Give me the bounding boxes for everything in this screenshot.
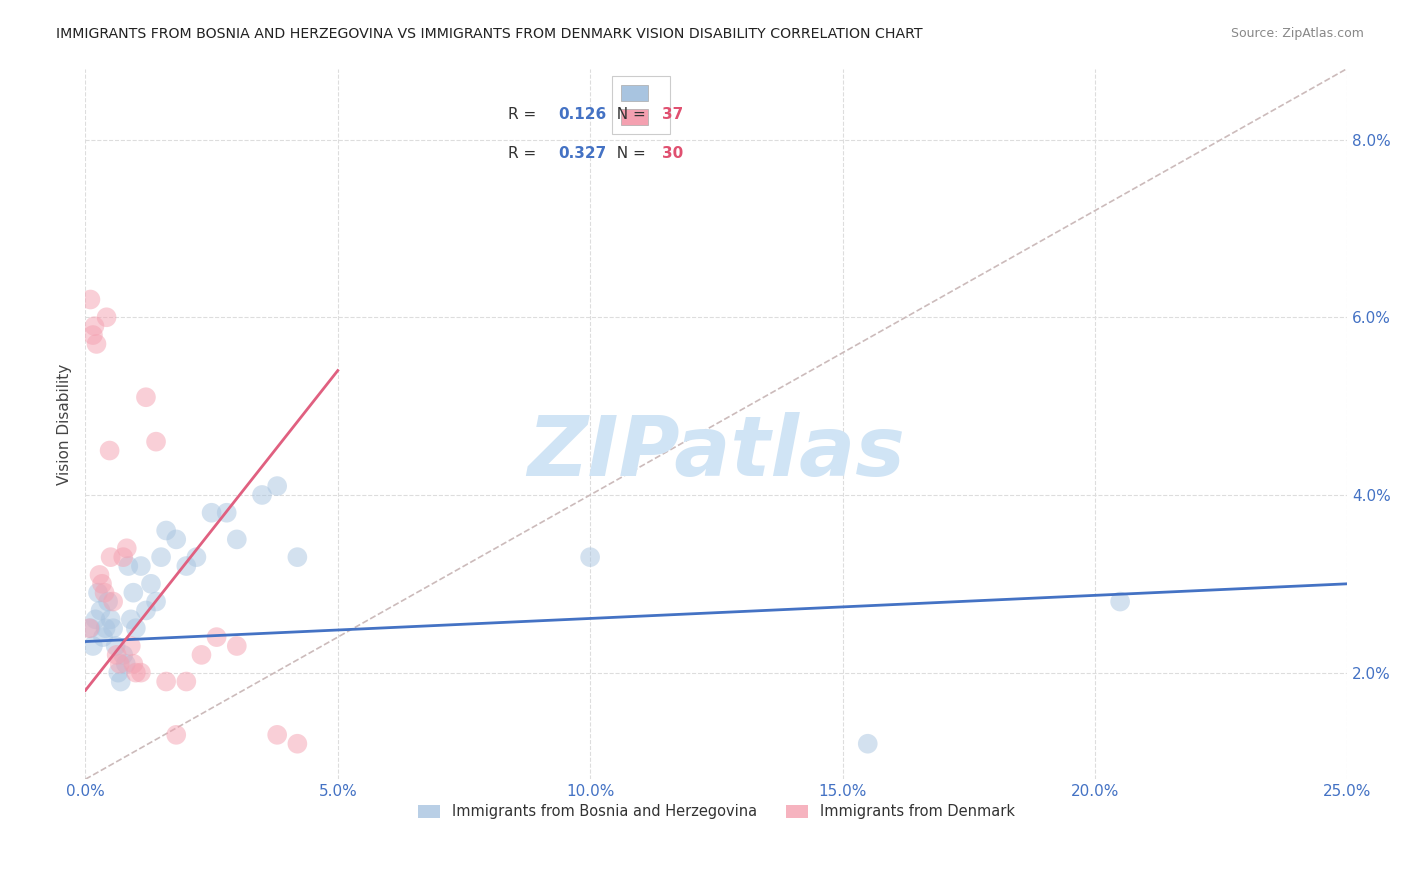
Point bbox=[112, 550, 135, 565]
Text: IMMIGRANTS FROM BOSNIA AND HERZEGOVINA VS IMMIGRANTS FROM DENMARK VISION DISABIL: IMMIGRANTS FROM BOSNIA AND HERZEGOVINA V… bbox=[56, 27, 922, 41]
Point bbox=[94, 621, 117, 635]
Text: R =: R = bbox=[508, 106, 541, 121]
Point bbox=[266, 479, 288, 493]
Point bbox=[190, 648, 212, 662]
Point bbox=[112, 648, 135, 662]
Point bbox=[110, 674, 132, 689]
Point bbox=[145, 594, 167, 608]
Point bbox=[114, 657, 136, 671]
Point bbox=[105, 648, 128, 662]
Point bbox=[122, 657, 145, 671]
Text: R =: R = bbox=[508, 146, 541, 161]
Point bbox=[101, 594, 124, 608]
Point bbox=[120, 612, 142, 626]
Point bbox=[200, 506, 222, 520]
Point bbox=[856, 737, 879, 751]
Point bbox=[120, 639, 142, 653]
Point bbox=[122, 585, 145, 599]
Point bbox=[215, 506, 238, 520]
Point bbox=[287, 550, 309, 565]
Point bbox=[225, 533, 247, 547]
Point bbox=[86, 337, 108, 351]
Point bbox=[125, 621, 148, 635]
Point bbox=[100, 612, 122, 626]
Point bbox=[107, 665, 129, 680]
Point bbox=[100, 550, 122, 565]
Point bbox=[176, 674, 198, 689]
Point bbox=[79, 293, 101, 307]
Y-axis label: Vision Disability: Vision Disability bbox=[58, 363, 72, 484]
Point bbox=[155, 524, 177, 538]
Point bbox=[266, 728, 288, 742]
Point bbox=[129, 559, 152, 574]
Text: 37: 37 bbox=[662, 106, 683, 121]
Point bbox=[165, 728, 187, 742]
Point bbox=[101, 621, 124, 635]
Point bbox=[91, 576, 114, 591]
Point bbox=[155, 674, 177, 689]
Point bbox=[117, 559, 139, 574]
Point bbox=[89, 568, 111, 582]
Point bbox=[579, 550, 602, 565]
Point bbox=[1109, 594, 1132, 608]
Legend: Immigrants from Bosnia and Herzegovina, Immigrants from Denmark: Immigrants from Bosnia and Herzegovina, … bbox=[412, 798, 1021, 825]
Point bbox=[98, 443, 121, 458]
Point bbox=[125, 665, 148, 680]
Point bbox=[135, 603, 157, 617]
Point bbox=[145, 434, 167, 449]
Point bbox=[97, 594, 120, 608]
Point bbox=[83, 319, 105, 334]
Point bbox=[79, 621, 101, 635]
Point bbox=[79, 621, 101, 635]
Point bbox=[115, 541, 138, 556]
Point bbox=[287, 737, 309, 751]
Point bbox=[87, 585, 110, 599]
Point bbox=[82, 328, 104, 343]
Point bbox=[82, 639, 104, 653]
Text: Source: ZipAtlas.com: Source: ZipAtlas.com bbox=[1230, 27, 1364, 40]
Point bbox=[250, 488, 273, 502]
Point bbox=[150, 550, 173, 565]
Point bbox=[205, 630, 228, 644]
Text: N =: N = bbox=[606, 146, 650, 161]
Point bbox=[91, 630, 114, 644]
Text: ZIPatlas: ZIPatlas bbox=[527, 412, 905, 492]
Point bbox=[84, 612, 107, 626]
Text: 0.126: 0.126 bbox=[558, 106, 607, 121]
Point bbox=[104, 639, 127, 653]
Point bbox=[139, 576, 162, 591]
Point bbox=[93, 585, 115, 599]
Point bbox=[186, 550, 208, 565]
Point bbox=[165, 533, 187, 547]
Text: 0.327: 0.327 bbox=[558, 146, 607, 161]
Point bbox=[129, 665, 152, 680]
Point bbox=[135, 390, 157, 404]
Point bbox=[96, 310, 118, 325]
Point bbox=[108, 657, 131, 671]
Point bbox=[225, 639, 247, 653]
Point bbox=[176, 559, 198, 574]
Text: 30: 30 bbox=[662, 146, 683, 161]
Point bbox=[89, 603, 111, 617]
Text: N =: N = bbox=[606, 106, 650, 121]
